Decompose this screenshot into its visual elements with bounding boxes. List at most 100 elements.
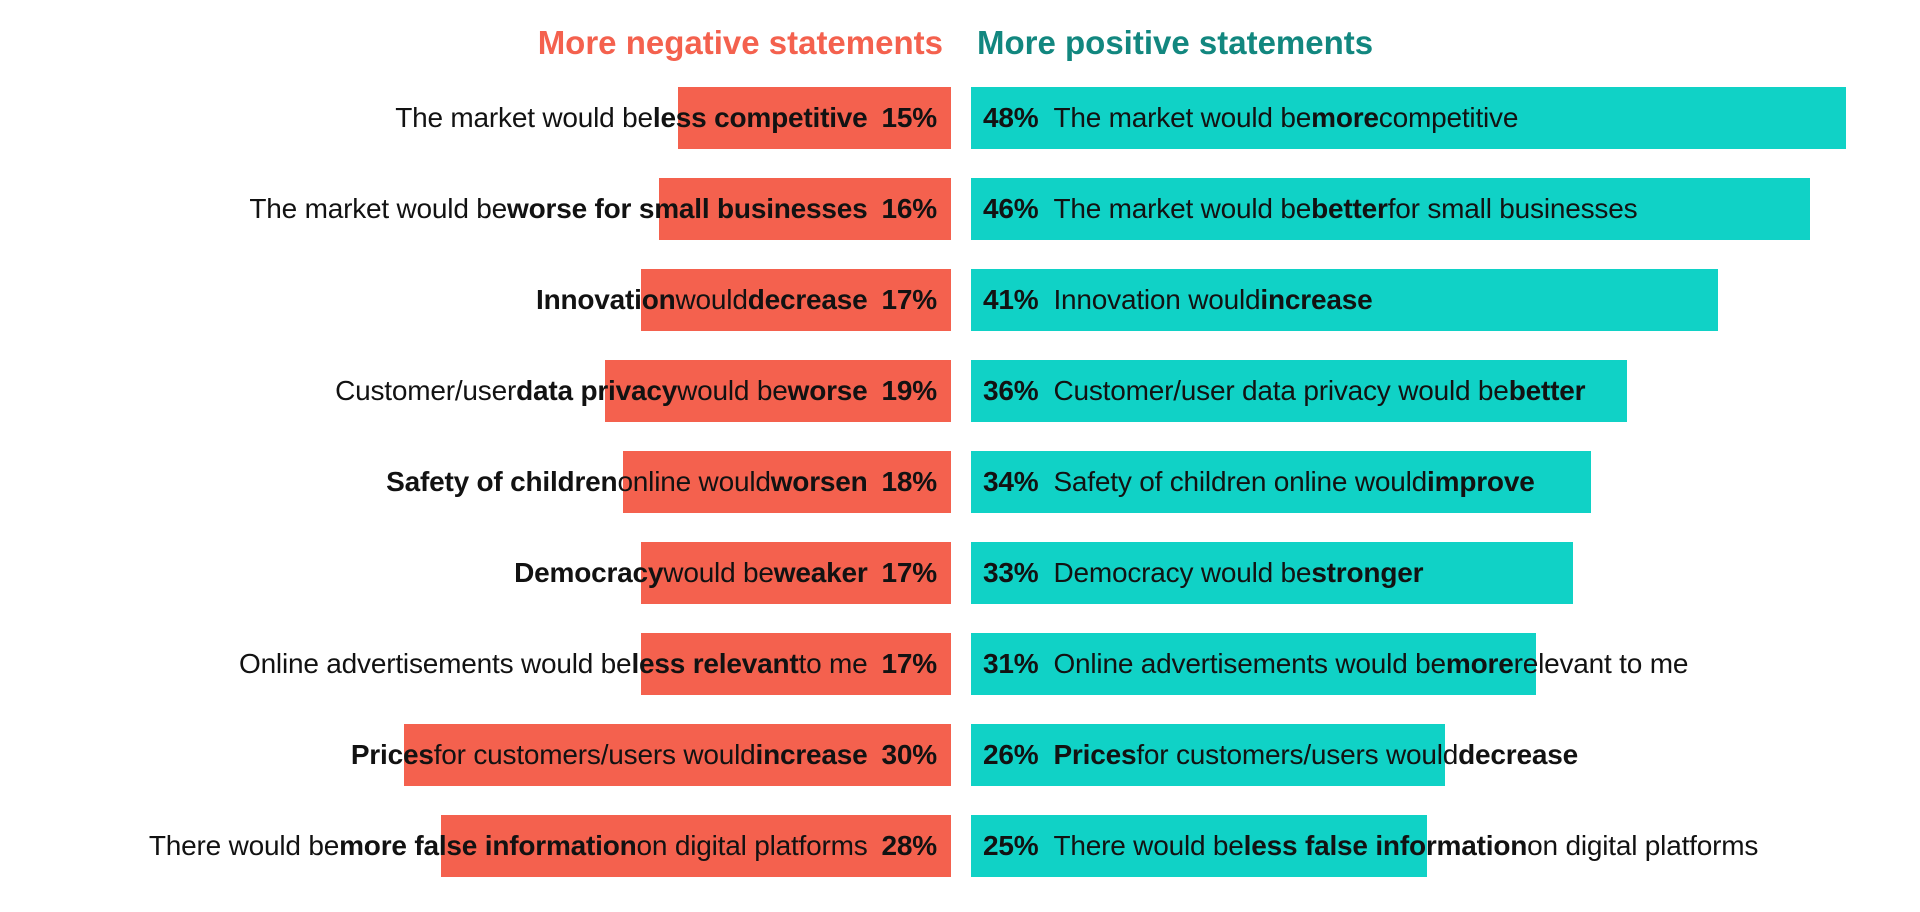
statement-text: would [675,284,748,315]
negative-label: Customer/user data privacy would be wors… [335,360,937,422]
negative-bar [678,87,951,149]
positive-percentage: 25% [983,830,1039,861]
statement-text: The market would be [1053,193,1312,224]
negative-column-header: More negative statements [537,24,943,61]
statement-text: for customers/users would [1136,739,1459,770]
statement-text: decrease [747,284,868,315]
statement-text: worse [787,375,868,406]
statement-text: decrease [1458,739,1578,770]
negative-label: Prices for customers/users would increas… [351,724,937,786]
statement-text: increase [755,739,868,770]
negative-label: Innovation would decrease 17% [536,269,937,331]
negative-bar [623,451,951,513]
statement-text: Democracy would be [1053,557,1312,588]
statement-text: less false information [1243,830,1528,861]
statement-text: more [1311,102,1379,133]
negative-percentage: 17% [881,648,938,679]
positive-label: 41% Innovation would increase [983,269,1373,331]
statement-text: more [1445,648,1514,679]
statement-text: competitive [1378,102,1519,133]
positive-percentage: 33% [983,557,1039,588]
negative-percentage: 17% [881,284,938,315]
negative-bar [404,724,951,786]
statement-text: Online advertisements would be [238,648,632,679]
positive-bar [971,815,1427,877]
statement-text: would be [663,557,774,588]
positive-bar [971,724,1445,786]
negative-percentage: 15% [881,102,938,133]
negative-label: The market would be less competitive 15% [395,87,937,149]
statement-text: improve [1427,466,1535,497]
negative-percentage: 30% [881,739,938,770]
statement-text: weaker [773,557,868,588]
statement-text: worsen [770,466,868,497]
statement-text: for customers/users would [433,739,756,770]
statement-text: more false information [339,830,637,861]
statement-text: The market would be [249,193,508,224]
positive-column-header: More positive statements [977,24,1374,61]
statement-text: The market would be [395,102,653,133]
negative-label: Safety of children online would worsen 18… [386,451,937,513]
statement-text: stronger [1311,557,1424,588]
negative-bar [641,542,951,604]
statement-text: would be [677,375,788,406]
statement-text: Innovation would [1053,284,1261,315]
positive-label: 33% Democracy would be stronger [983,542,1423,604]
statement-text: data privacy [516,375,678,406]
positive-bar [971,542,1573,604]
statement-text: less relevant [631,648,799,679]
positive-bar [971,451,1591,513]
statement-text: Prices [350,739,434,770]
positive-percentage: 46% [983,193,1039,224]
statement-text: Safety of children [386,466,618,497]
positive-label: 25% There would be less false information… [983,815,1758,877]
negative-label: The market would be worse for small busi… [249,178,937,240]
negative-bar [605,360,951,422]
statement-text: Safety of children online would [1053,466,1428,497]
positive-bar [971,87,1846,149]
positive-percentage: 41% [983,284,1039,315]
positive-label: 46% The market would be better for small … [983,178,1638,240]
positive-bar [971,178,1810,240]
statement-text: on digital platforms [1527,830,1759,861]
negative-label: There would be more false information on… [149,815,937,877]
statement-text: on digital platforms [636,830,868,861]
negative-bar [659,178,951,240]
positive-percentage: 26% [983,739,1039,770]
statement-text: The market would be [1053,102,1312,133]
positive-percentage: 36% [983,375,1039,406]
negative-percentage: 18% [881,466,938,497]
statement-text: better [1508,375,1586,406]
positive-label: 36% Customer/user data privacy would be b… [983,360,1585,422]
statement-text: relevant to me [1513,648,1689,679]
positive-bar [971,269,1718,331]
positive-bar [971,360,1627,422]
statement-text: less competitive [652,102,868,133]
statement-text: Prices [1053,739,1137,770]
positive-label: 26% Prices for customers/users would decr… [983,724,1578,786]
statement-text: better [1311,193,1388,224]
negative-percentage: 28% [881,830,938,861]
positive-label: 34% Safety of children online would impro… [983,451,1535,513]
statement-text: Innovation [535,284,676,315]
statement-text: There would be [148,830,340,861]
positive-bar [971,633,1536,695]
positive-percentage: 31% [983,648,1039,679]
positive-percentage: 48% [983,102,1039,133]
negative-percentage: 19% [881,375,938,406]
statement-text: for small businesses [1387,193,1638,224]
negative-percentage: 17% [881,557,938,588]
statement-text: Online advertisements would be [1053,648,1446,679]
statement-text: Customer/user data privacy would be [1053,375,1509,406]
positive-label: 31% Online advertisements would be more r… [983,633,1688,695]
statement-text: Customer/user [335,375,517,406]
negative-label: Online advertisements would be less rele… [239,633,937,695]
negative-percentage: 16% [881,193,938,224]
positive-percentage: 34% [983,466,1039,497]
negative-bar [441,815,951,877]
negative-label: Democracy would be weaker 17% [514,542,937,604]
statement-text: online would [617,466,771,497]
negative-bar [641,633,951,695]
statement-text: increase [1260,284,1373,315]
